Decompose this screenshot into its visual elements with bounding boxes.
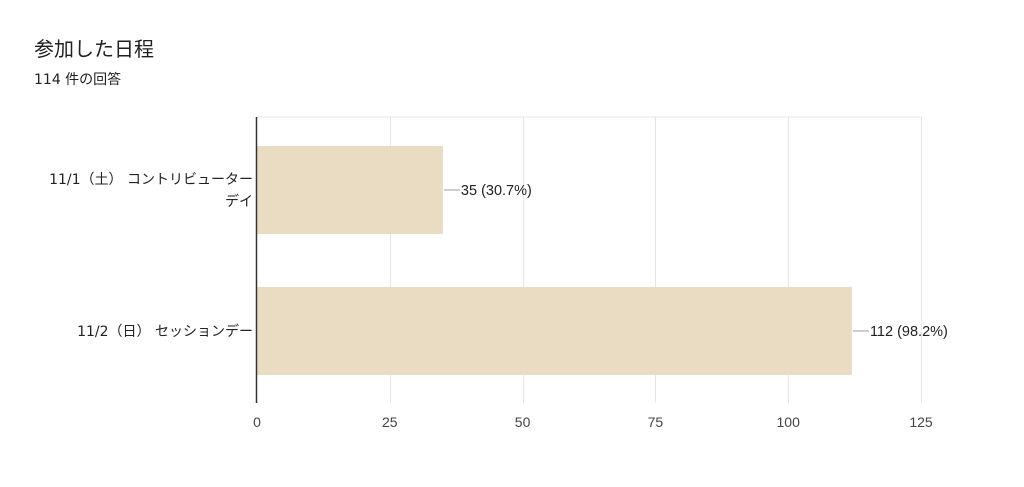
category-label: 11/2（日） セッションデー (77, 323, 253, 340)
x-tick-label: 100 (777, 414, 801, 430)
x-tick-label: 50 (515, 414, 531, 430)
bar (257, 287, 852, 375)
x-tick-label: 25 (382, 414, 398, 430)
labels: 0 25 50 75 100 125 35 (30.7%) 11/1（土） コントリビューター… (49, 172, 948, 430)
x-tick-label: 125 (909, 414, 933, 430)
category-label: デイ (225, 193, 253, 210)
x-tick-label: 75 (648, 414, 664, 430)
x-tick-label: 0 (253, 414, 261, 430)
category-label: 11/1（土） コントリビューター (49, 172, 253, 188)
chart-title: 参加した日程 (34, 37, 154, 61)
bar (257, 146, 443, 234)
data-label: 35 (30.7%) (461, 183, 532, 199)
response-count: 114 件の回答 (34, 72, 122, 88)
bars (257, 146, 852, 375)
data-label: 112 (98.2%) (870, 324, 948, 340)
